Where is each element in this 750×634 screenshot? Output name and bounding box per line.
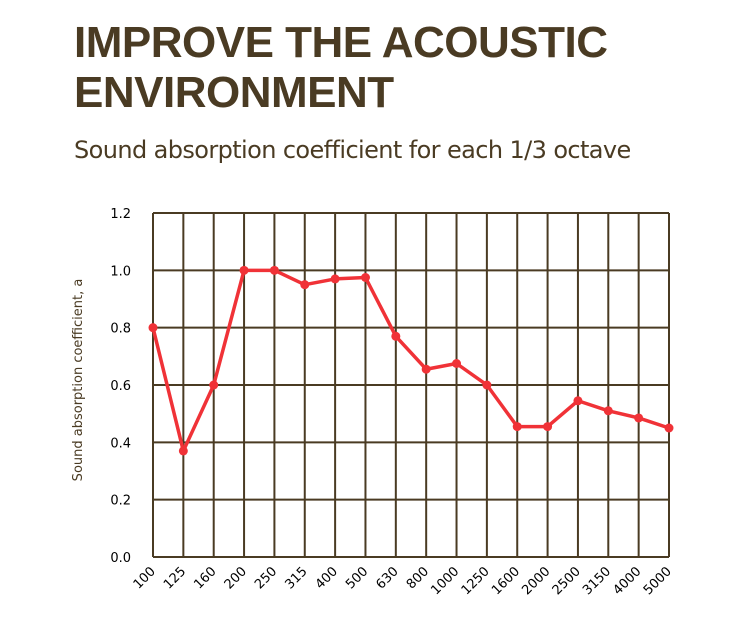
title-line-2: ENVIRONMENT bbox=[74, 68, 394, 117]
chart-series bbox=[148, 265, 674, 456]
x-tick-label: 500 bbox=[343, 564, 371, 592]
x-axis-ticks: 100 125 160 200 250 315 400 500 630 8001000125016… bbox=[131, 564, 675, 598]
x-tick-label: 250 bbox=[252, 564, 280, 592]
data-point bbox=[664, 423, 674, 433]
data-point bbox=[239, 265, 249, 275]
data-point bbox=[360, 273, 370, 282]
x-tick-label: 200 bbox=[222, 564, 250, 592]
x-tick-label: 630 bbox=[373, 564, 401, 592]
data-point bbox=[573, 396, 583, 406]
y-tick-label: 1.2 bbox=[110, 207, 131, 222]
data-point bbox=[269, 265, 279, 275]
y-tick-label: 0.2 bbox=[110, 494, 131, 509]
data-point bbox=[330, 274, 340, 284]
y-axis-ticks: 0.0 0.2 0.4 0.6 0.8 1.0 1.2 bbox=[110, 207, 131, 566]
data-point bbox=[148, 323, 158, 333]
data-point bbox=[209, 380, 219, 390]
page-title: IMPROVE THE ACOUSTIC ENVIRONMENT bbox=[74, 18, 714, 118]
x-tick-label: 400 bbox=[313, 564, 341, 592]
data-point bbox=[452, 359, 462, 368]
data-point bbox=[300, 280, 310, 290]
data-point bbox=[543, 422, 553, 432]
series-line bbox=[151, 268, 670, 453]
x-tick-label: 125 bbox=[161, 564, 189, 592]
chart-grid bbox=[152, 212, 670, 558]
y-tick-label: 0.6 bbox=[110, 379, 131, 394]
data-point bbox=[603, 406, 613, 416]
title-line-1: IMPROVE THE ACOUSTIC bbox=[74, 18, 608, 67]
x-tick-label: 2000 bbox=[519, 564, 553, 598]
x-tick-label: 1250 bbox=[459, 564, 493, 598]
y-tick-label: 1.0 bbox=[110, 264, 131, 279]
y-tick-label: 0.0 bbox=[110, 551, 131, 566]
data-point bbox=[634, 413, 644, 423]
y-axis-label: Sound absorption coefficient, a bbox=[71, 279, 86, 482]
x-tick-label: 3150 bbox=[580, 564, 614, 598]
x-tick-label: 160 bbox=[191, 564, 219, 592]
x-tick-label: 1600 bbox=[489, 564, 523, 598]
data-point bbox=[482, 380, 492, 390]
y-tick-label: 0.4 bbox=[110, 436, 131, 451]
x-tick-label: 315 bbox=[282, 564, 310, 592]
chart-subtitle: Sound absorption coefficient for each 1/… bbox=[74, 136, 631, 164]
x-tick-label: 5000 bbox=[641, 564, 675, 598]
x-tick-label: 100 bbox=[131, 564, 159, 592]
y-tick-label: 0.8 bbox=[110, 322, 131, 337]
data-point bbox=[391, 331, 401, 341]
data-point bbox=[178, 446, 188, 456]
data-point bbox=[421, 364, 431, 374]
x-tick-label: 2500 bbox=[550, 564, 584, 598]
x-tick-label: 1000 bbox=[428, 564, 462, 598]
x-tick-label: 4000 bbox=[610, 564, 644, 598]
data-point bbox=[512, 422, 522, 432]
